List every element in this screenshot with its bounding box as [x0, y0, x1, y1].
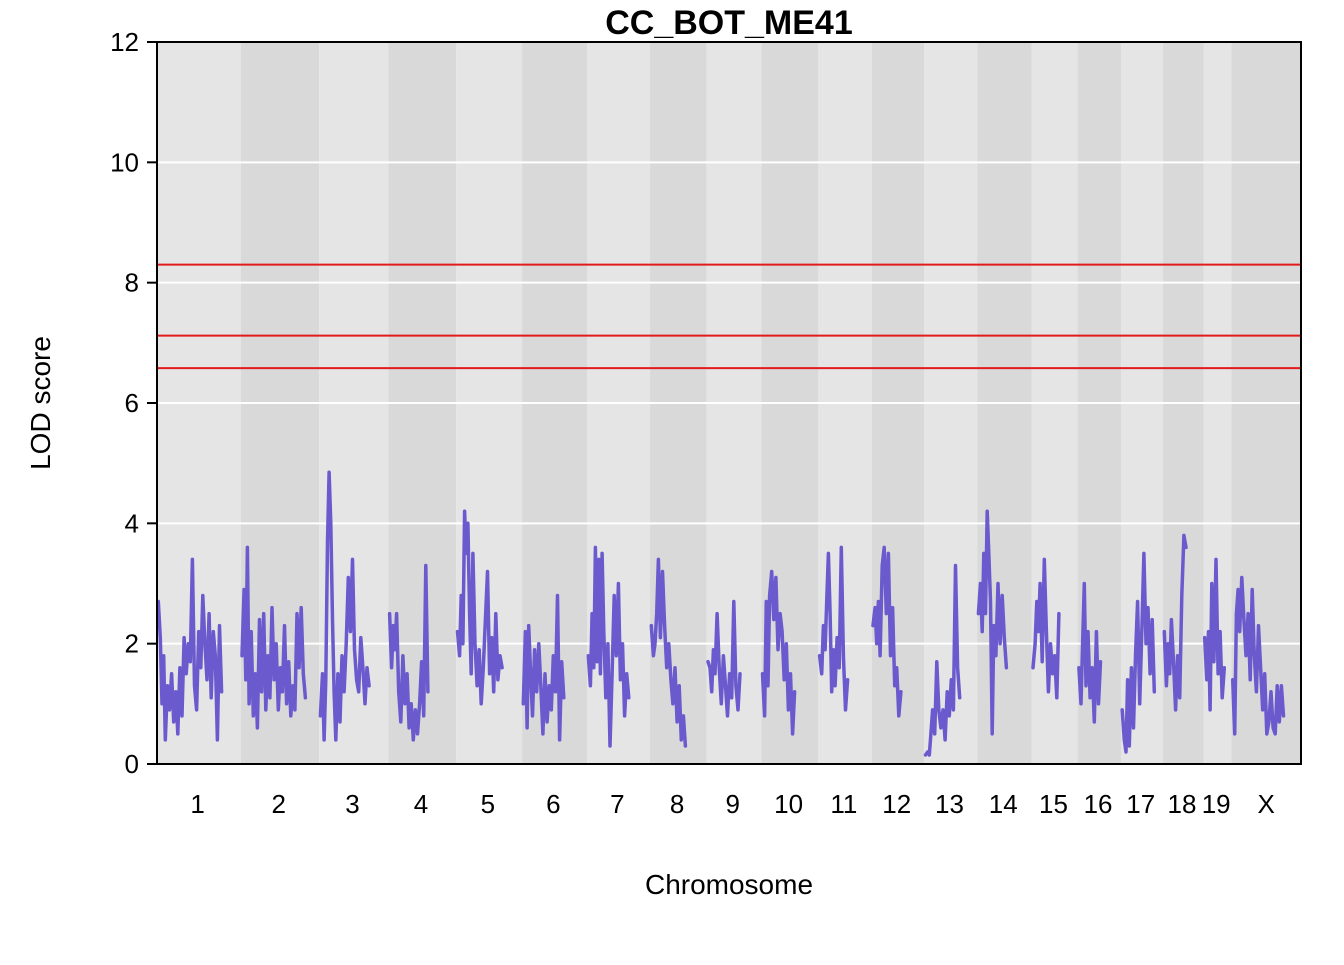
- x-tick-label: 10: [774, 789, 803, 819]
- lod-curve-chr-17: [1120, 551, 1157, 754]
- y-tick-label: 4: [125, 508, 139, 538]
- lod-curve-chr-19: [1202, 557, 1227, 712]
- lod-curve-chr-15: [1031, 557, 1061, 700]
- x-tick-label: 5: [481, 789, 495, 819]
- x-tick-label: 8: [670, 789, 684, 819]
- lod-curve-chr-16: [1077, 581, 1103, 724]
- x-tick-label: 4: [414, 789, 428, 819]
- x-tick-label: 15: [1039, 789, 1068, 819]
- y-axis-label: LOD score: [25, 336, 56, 470]
- lod-curve-chr-6: [521, 593, 566, 742]
- chart-title: CC_BOT_ME41: [605, 4, 853, 42]
- y-axis: 0 2 4 6 8 10 12: [110, 27, 157, 779]
- lod-curve-chr-14: [976, 509, 1009, 736]
- y-tick-label: 0: [125, 749, 139, 779]
- lod-curve-chr-8: [649, 557, 688, 748]
- lod-curve-chr-5: [455, 509, 504, 706]
- x-tick-label: 18: [1168, 789, 1197, 819]
- x-tick-label: 16: [1084, 789, 1113, 819]
- x-axis-label: Chromosome: [645, 869, 813, 900]
- lod-curve-chr-3: [318, 470, 371, 742]
- lod-curve-chr-4: [387, 563, 430, 742]
- x-tick-label: 6: [546, 789, 560, 819]
- lod-curve-chr-X: [1230, 575, 1286, 736]
- x-tick-label: 2: [271, 789, 285, 819]
- lod-curve-chr-10: [760, 569, 797, 736]
- x-tick-label: 11: [830, 789, 857, 819]
- x-tick-label: X: [1258, 789, 1275, 819]
- x-tick-label: 13: [935, 789, 964, 819]
- lod-curve-chr-11: [817, 545, 850, 712]
- lod-curve-chr-2: [240, 545, 308, 730]
- y-tick-label: 6: [125, 388, 139, 418]
- lod-curve-chr-7: [586, 545, 631, 748]
- lod-curve-chr-12: [871, 545, 903, 718]
- lod-series: [156, 470, 1286, 757]
- x-tick-label: 17: [1126, 789, 1155, 819]
- x-tick-label: 7: [610, 789, 624, 819]
- y-tick-label: 8: [125, 268, 139, 298]
- x-tick-label: 1: [190, 789, 204, 819]
- lod-curve-chr-9: [706, 599, 742, 718]
- x-tick-label: 14: [989, 789, 1018, 819]
- x-tick-label: 12: [882, 789, 911, 819]
- y-tick-label: 10: [110, 147, 139, 177]
- lod-curve-chr-13: [923, 563, 962, 757]
- x-tick-label: 3: [345, 789, 359, 819]
- lod-curve-chr-1: [156, 557, 224, 742]
- y-tick-label: 2: [125, 629, 139, 659]
- lod-curve-chr-18: [1162, 533, 1188, 712]
- y-tick-label: 12: [110, 27, 139, 57]
- x-tick-label: 9: [726, 789, 740, 819]
- x-axis: 1 2 3 4 5 6 7 8 9 10 11 12 13 14 15 16 17 18 19 X: [190, 789, 1274, 819]
- x-tick-label: 19: [1202, 789, 1231, 819]
- threshold-lines: [157, 263, 1301, 370]
